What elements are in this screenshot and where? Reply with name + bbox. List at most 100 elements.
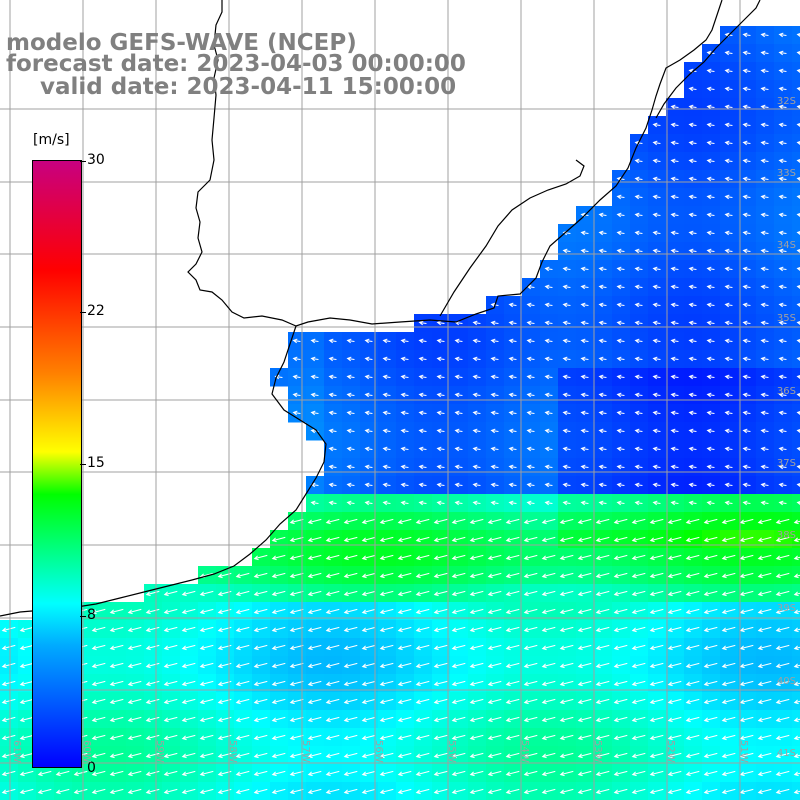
wind-arrow [760,446,769,452]
wind-arrow [649,752,664,759]
wind-arrow [109,662,124,669]
wind-arrow [433,518,448,525]
wind-arrow [325,590,340,597]
wind-arrow [379,518,394,525]
wind-arrow [433,680,448,687]
wind-arrow [724,338,733,344]
wind-arrow [775,770,790,777]
wind-arrow [595,698,610,705]
wind-arrow [526,410,535,416]
wind-arrow [361,752,376,759]
wind-arrow [508,320,517,326]
wind-arrow [667,680,682,687]
wind-arrow [472,374,481,380]
wind-arrow [415,752,430,759]
wind-arrow [199,590,214,597]
wind-arrow [703,716,718,723]
model-title: modelo GEFS-WAVE (NCEP) [6,30,357,56]
wind-arrow [487,770,502,777]
wind-arrow [505,608,520,615]
wind-arrow [505,590,520,597]
wind-arrow [559,734,574,741]
wind-arrow [598,446,607,452]
wind-arrow [418,482,427,488]
wind-arrow [544,320,553,326]
wind-arrow [199,698,214,705]
wind-arrow [541,698,556,705]
wind-arrow [706,320,715,326]
wind-arrow [253,680,268,687]
wind-arrow [343,572,358,579]
wind-arrow [433,662,448,669]
wind-arrow [613,662,628,669]
wind-arrow [487,734,502,741]
wind-arrow [760,284,769,290]
wind-arrow [580,428,589,434]
wind-arrow [544,374,553,380]
wind-arrow [760,374,769,380]
wind-arrow [346,446,355,452]
wind-arrow [127,788,142,795]
wind-arrow [580,266,589,272]
wind-speed-cell [792,350,800,369]
wind-arrow [742,104,751,110]
wind-arrow [523,716,538,723]
wind-arrow [307,644,322,651]
wind-arrow [523,590,538,597]
wind-arrow [469,608,484,615]
wind-arrow [616,428,625,434]
wind-arrow [634,410,643,416]
wind-arrow [760,410,769,416]
wind-arrow [487,716,502,723]
colorbar-tick-label: 15 [87,455,105,471]
wind-arrow [757,752,772,759]
wind-arrow [793,681,800,687]
wind-arrows [1,32,800,795]
wind-arrow [634,158,643,164]
wind-arrow [721,680,736,687]
wind-arrow [469,734,484,741]
wind-arrow [598,428,607,434]
wind-arrow [145,770,160,777]
wind-arrow [541,590,556,597]
valid-date: valid date: 2023-04-11 15:00:00 [40,74,457,100]
wind-arrow [652,428,661,434]
wind-arrow [559,590,574,597]
wind-arrow [400,356,409,362]
wind-arrow [505,752,520,759]
wind-arrow [19,644,34,651]
wind-arrow [670,446,679,452]
wind-arrow [793,753,800,759]
wind-arrow [109,626,124,633]
wind-arrow [289,716,304,723]
wind-arrow [580,284,589,290]
wind-arrow [73,788,88,795]
wind-arrow [595,554,610,561]
wind-arrow [724,320,733,326]
lat-label: 33S [776,168,796,179]
wind-arrow [667,788,682,795]
wind-arrow [508,464,517,470]
wind-arrow [400,392,409,398]
wind-arrow [775,680,790,687]
wind-arrow [307,770,322,777]
wind-arrow [508,428,517,434]
wind-arrow [325,716,340,723]
wind-arrow [652,122,661,128]
wind-arrow [526,374,535,380]
wind-arrow [235,788,250,795]
wind-arrow [778,194,787,200]
wind-arrow [634,338,643,344]
wind-arrow [505,716,520,723]
wind-arrow [652,464,661,470]
wind-speed-cell [792,224,800,243]
wind-arrow [181,662,196,669]
wind-arrow [685,770,700,777]
wind-arrow [685,680,700,687]
wind-arrow [670,122,679,128]
wind-arrow [328,374,337,380]
wind-arrow [361,662,376,669]
wind-arrow [364,464,373,470]
wind-arrow [742,374,751,380]
